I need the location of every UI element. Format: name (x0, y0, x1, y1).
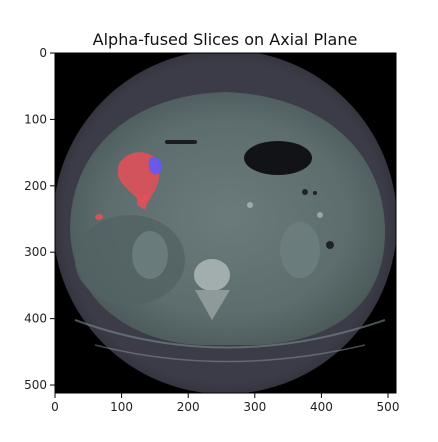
y-tick-label: 0 (39, 46, 47, 60)
x-tick-label: 0 (51, 400, 59, 414)
x-tick-label: 500 (377, 400, 400, 414)
y-tick-label: 200 (24, 179, 47, 193)
x-tick-label: 300 (243, 400, 266, 414)
x-tick-label: 100 (110, 400, 133, 414)
y-axis-ticks: 0 100 200 300 400 500 (24, 46, 55, 392)
x-tick-label: 200 (177, 400, 200, 414)
y-tick-label: 100 (24, 112, 47, 126)
figure-title: Alpha-fused Slices on Axial Plane (93, 30, 358, 49)
y-tick-label: 500 (24, 378, 47, 392)
x-tick-label: 400 (310, 400, 333, 414)
axes-frame (54, 52, 397, 394)
y-tick-label: 400 (24, 312, 47, 326)
ct-slice-image (55, 53, 396, 393)
y-tick-label: 300 (24, 245, 47, 259)
x-axis-ticks: 0 100 200 300 400 500 (51, 393, 399, 414)
